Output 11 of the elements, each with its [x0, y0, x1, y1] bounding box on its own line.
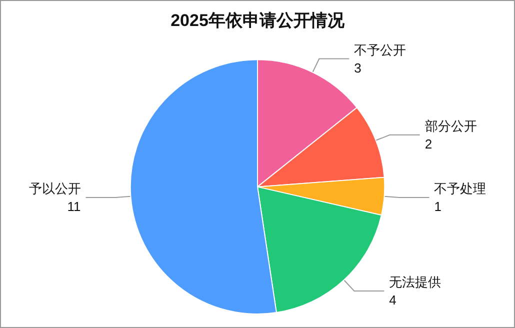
- data-label: 1: [434, 198, 442, 214]
- data-label: 2: [424, 136, 432, 152]
- slice-label: 无法提供: [389, 274, 442, 290]
- data-label: 4: [389, 292, 396, 308]
- chart-title: 2025年依申请公开情况: [170, 11, 346, 30]
- data-label: 3: [354, 60, 362, 76]
- slice-label: 部分公开: [424, 118, 477, 134]
- slice-label: 不予公开: [354, 42, 406, 58]
- data-label: 11: [67, 198, 81, 214]
- slice-label: 予以公开: [28, 180, 81, 196]
- slice-label: 不予处理: [434, 180, 486, 196]
